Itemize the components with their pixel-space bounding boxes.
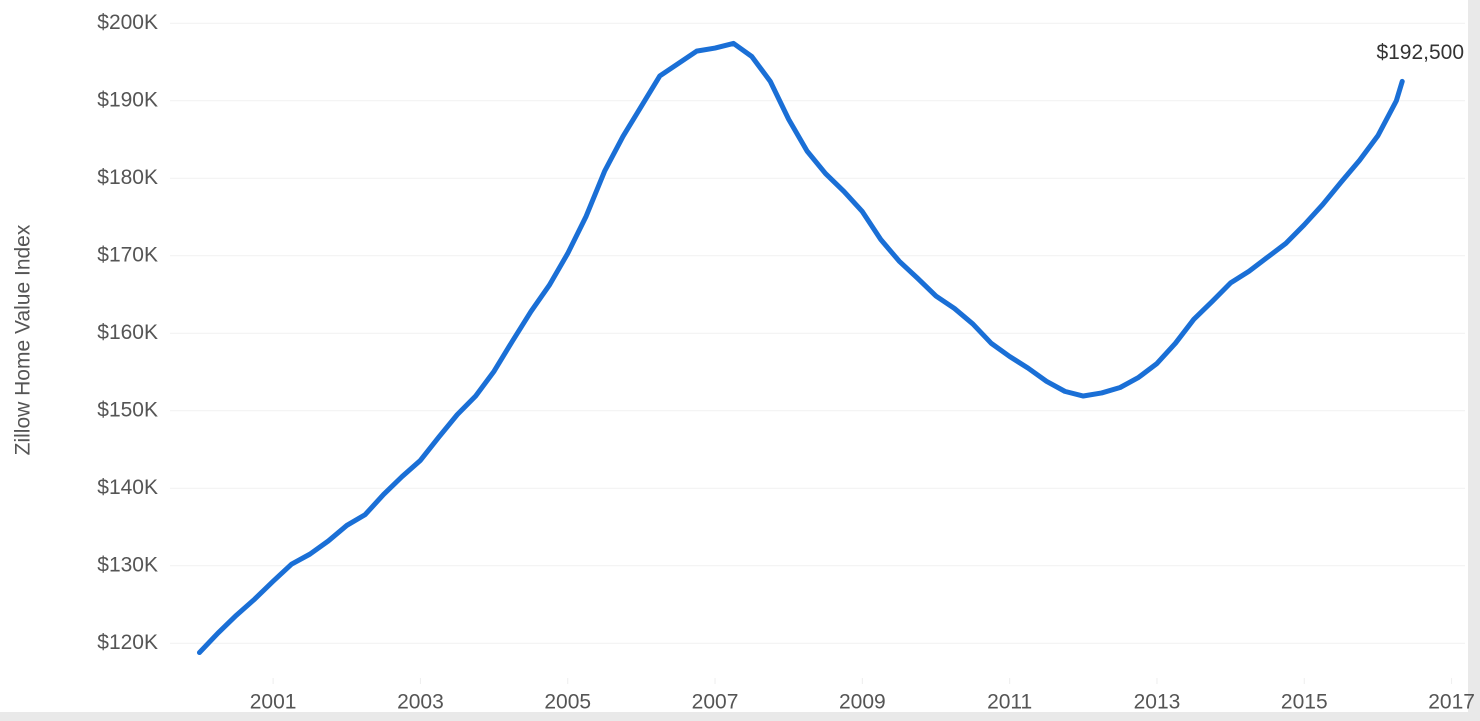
plot-background: [0, 0, 1468, 712]
y-tick-label: $170K: [97, 243, 158, 266]
x-tick-label: 2007: [692, 691, 739, 714]
x-tick-label: 2011: [987, 691, 1032, 714]
y-tick-label: $180K: [97, 166, 158, 189]
y-tick-label: $160K: [97, 321, 158, 344]
x-tick-label: 2017: [1428, 691, 1475, 714]
y-tick-label: $130K: [97, 553, 158, 576]
line: [196, 40, 1405, 656]
x-tick-label: 2015: [1281, 691, 1328, 714]
x-tick-label: 2003: [397, 691, 444, 714]
y-tick-label: $190K: [97, 88, 158, 111]
x-tick-label: 2009: [839, 691, 886, 714]
y-tick-label: $200K: [97, 11, 158, 34]
y-axis-title: Zillow Home Value Index: [12, 224, 35, 455]
x-tick-label: 2005: [544, 691, 591, 714]
x-tick-label: 2001: [250, 691, 297, 714]
y-tick-label: $140K: [97, 476, 158, 499]
data-label: $192,500: [1376, 41, 1464, 64]
x-tick-label: 2013: [1134, 691, 1181, 714]
y-tick-label: $150K: [97, 398, 158, 421]
y-tick-label: $120K: [97, 631, 158, 654]
